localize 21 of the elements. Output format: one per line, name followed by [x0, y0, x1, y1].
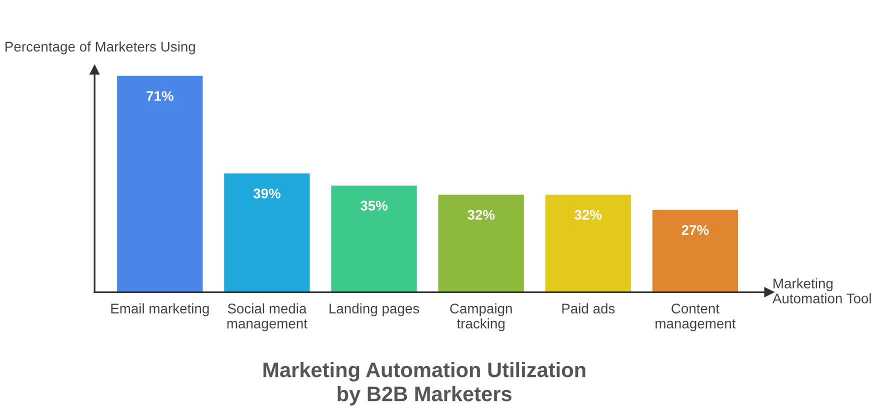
bar	[545, 194, 631, 292]
data-label: 32%	[468, 210, 495, 220]
data-label: 35%	[360, 200, 388, 211]
x-tick-label: Content management	[656, 304, 736, 332]
x-axis-title: Marketing Automation Tool	[772, 278, 871, 304]
text: Marketing Automation Utilization by B2B Marketers	[264, 362, 586, 406]
bar	[224, 173, 310, 292]
bar	[117, 76, 203, 292]
data-label: 71%	[146, 91, 174, 101]
y-axis-title: Percentage of Marketers Using	[6, 41, 195, 54]
bar	[438, 194, 524, 292]
bar	[652, 210, 738, 292]
x-tick-label: Campaign tracking	[450, 303, 512, 332]
data-label: 39%	[253, 188, 280, 198]
x-tick-label: Social media management	[227, 303, 308, 332]
x-tick-label: Landing pages	[330, 303, 420, 316]
x-tick-label: Email marketing	[111, 303, 209, 316]
x-tick-label: Paid ads	[562, 303, 615, 314]
data-label: 32%	[574, 210, 602, 220]
data-label: 27%	[682, 225, 709, 235]
bar	[331, 186, 417, 292]
